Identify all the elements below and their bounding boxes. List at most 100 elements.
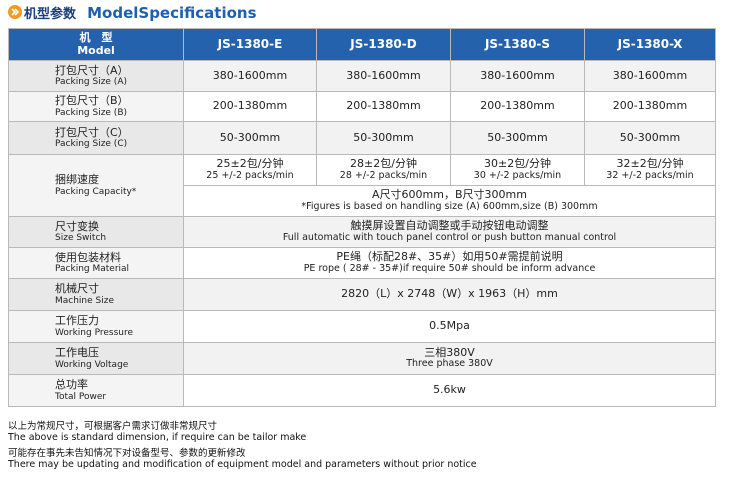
cell-text: Machine Size	[55, 295, 115, 306]
cell-text: 2820（L）x 2748（W）x 1963（H）mm	[341, 287, 558, 301]
cell-text: 0.5Mpa	[429, 319, 470, 333]
table-cell: 25±2包/分钟 25 +/-2 packs/min	[184, 155, 317, 186]
table-cell: 工作压力 Working Pressure	[8, 311, 184, 343]
cell-text: 28±2包/分钟	[350, 157, 417, 171]
title: 机型参数 ModelSpecifications	[24, 3, 257, 22]
footnote: 可能存在事先未告知情况下对设备型号、参数的更新修改	[8, 448, 246, 459]
cell-text: 380-1600mm	[212, 68, 288, 82]
cell-text: 25 +/-2 packs/min	[206, 169, 294, 181]
table-cell: 200-1380mm	[451, 92, 585, 122]
table-cell: 380-1600mm	[451, 61, 585, 92]
cell-text: 200-1380mm	[346, 99, 421, 113]
table-cell: A尺寸600mm，B尺寸300mm *Figures is based on ha…	[184, 186, 716, 217]
cell-text: 200-1380mm	[212, 99, 288, 113]
cell-text: 30±2包/分钟	[484, 157, 551, 171]
cell-text: *Figures is based on handling size (A) 6…	[301, 200, 598, 212]
cell-text: 50-300mm	[487, 130, 548, 144]
footnote: There may be updating and modification o…	[8, 458, 477, 470]
title-cn: 机型参数	[24, 7, 77, 22]
cell-text: PE绳（标配28#、35#）如用50#需提前说明	[336, 250, 563, 264]
table-cell: 捆绑速度 Packing Capacity*	[8, 155, 184, 217]
table-cell: JS-1380-X	[585, 28, 716, 61]
cell-text: 总功率	[55, 378, 88, 391]
cell-text: JS-1380-D	[350, 36, 417, 51]
cell-text: Packing Material	[55, 264, 130, 275]
cell-text: Packing Size (B)	[55, 107, 128, 118]
cell-text: Full automatic with touch panel control …	[282, 231, 617, 243]
table-cell: 50-300mm	[317, 122, 451, 155]
table-cell: 打包尺寸（C） Packing Size (C)	[8, 122, 184, 155]
cell-text: 380-1600mm	[612, 68, 688, 82]
cell-text: 三相380V	[424, 345, 475, 359]
cell-text: JS-1380-E	[217, 36, 283, 51]
cell-text: JS-1380-S	[484, 36, 551, 51]
title-en: ModelSpecifications	[87, 4, 257, 22]
table-cell: 打包尺寸（B） Packing Size (B)	[8, 92, 184, 122]
table-cell: 打包尺寸（A） Packing Size (A)	[8, 61, 184, 92]
table-cell: 380-1600mm	[317, 61, 451, 92]
cell-text: 50-300mm	[219, 130, 281, 144]
cell-text: 32±2包/分钟	[616, 157, 684, 171]
cell-text: 5.6kw	[433, 383, 466, 397]
table-cell: 2820（L）x 2748（W）x 1963（H）mm	[184, 279, 716, 311]
table-cell: 200-1380mm	[585, 92, 716, 122]
table-cell: 机 型 Model	[8, 28, 184, 61]
cell-text: 机 型	[79, 30, 113, 44]
table-cell: 三相380V Three phase 380V	[184, 343, 716, 375]
table-cell: 机械尺寸 Machine Size	[8, 279, 184, 311]
cell-text: 工作电压	[55, 346, 99, 359]
table-cell: 工作电压 Working Voltage	[8, 343, 184, 375]
cell-text: Packing Capacity*	[55, 186, 137, 197]
cell-text: 使用包装材料	[55, 250, 121, 264]
table-cell: JS-1380-D	[317, 28, 451, 61]
cell-text: PE rope ( 28# - 35#)if require 50# shoul…	[303, 262, 596, 274]
table-cell: PE绳（标配28#、35#）如用50#需提前说明 PE rope ( 28# - …	[184, 248, 716, 279]
cell-text: 28 +/-2 packs/min	[339, 169, 428, 181]
cell-text: 200-1380mm	[480, 99, 555, 113]
table-cell: 32±2包/分钟 32 +/-2 packs/min	[585, 155, 716, 186]
table-cell: 380-1600mm	[184, 61, 317, 92]
table-cell: 50-300mm	[585, 122, 716, 155]
table-cell: 28±2包/分钟 28 +/-2 packs/min	[317, 155, 451, 186]
cell-text: 50-300mm	[353, 130, 414, 144]
cell-text: Working Pressure	[55, 327, 133, 338]
cell-text: 50-300mm	[619, 130, 681, 144]
cell-text: Model	[77, 43, 115, 57]
table-cell: JS-1380-S	[451, 28, 585, 61]
cell-text: 机械尺寸	[55, 282, 99, 295]
cell-text: 触摸屏设置自动调整或手动按钮电动调整	[350, 219, 549, 233]
cell-text: 200-1380mm	[612, 99, 688, 113]
cell-text: 25±2包/分钟	[216, 157, 284, 171]
cell-text: 380-1600mm	[346, 68, 421, 82]
cell-text: 尺寸变换	[55, 219, 99, 233]
table-cell: 50-300mm	[451, 122, 585, 155]
table-cell: 总功率 Total Power	[8, 375, 184, 407]
cell-text: 打包尺寸（A）	[55, 63, 129, 77]
title-icon	[8, 5, 22, 19]
cell-text: 打包尺寸（B）	[55, 94, 129, 107]
cell-text: A尺寸600mm，B尺寸300mm	[372, 188, 527, 202]
cell-text: 打包尺寸（C）	[55, 125, 129, 139]
table-cell: 0.5Mpa	[184, 311, 716, 343]
table-cell: 30±2包/分钟 30 +/-2 packs/min	[451, 155, 585, 186]
table-cell: 200-1380mm	[317, 92, 451, 122]
table-cell: 50-300mm	[184, 122, 317, 155]
cell-text: 32 +/-2 packs/min	[606, 169, 694, 181]
cell-text: Three phase 380V	[406, 358, 493, 370]
table-cell: 5.6kw	[184, 375, 716, 407]
cell-text: Packing Size (C)	[55, 139, 128, 150]
table-cell: 使用包装材料 Packing Material	[8, 248, 184, 279]
cell-text: Working Voltage	[55, 359, 129, 370]
footnote: The above is standard dimension, if requ…	[8, 431, 307, 443]
footnote: 以上为常规尺寸，可根据客户需求订做非常规尺寸	[8, 421, 218, 432]
cell-text: 30 +/-2 packs/min	[473, 169, 562, 181]
table-cell: JS-1380-E	[184, 28, 317, 61]
cell-text: 捆绑速度	[55, 173, 99, 186]
cell-text: 380-1600mm	[480, 68, 555, 82]
cell-text: JS-1380-X	[617, 36, 683, 51]
cell-text: Packing Size (A)	[55, 77, 127, 88]
table-cell: 380-1600mm	[585, 61, 716, 92]
cell-text: 工作压力	[55, 314, 99, 327]
cell-text: Size Switch	[55, 233, 107, 244]
